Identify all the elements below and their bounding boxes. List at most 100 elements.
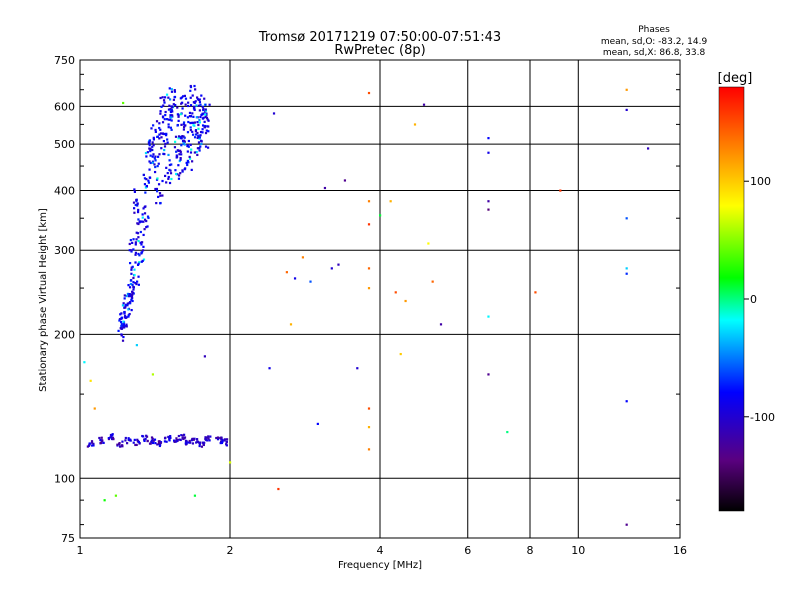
echo-point <box>487 200 490 203</box>
echo-point <box>198 137 201 140</box>
echo-point <box>413 123 417 126</box>
echo-point <box>198 444 201 448</box>
echo-point <box>169 126 172 129</box>
echo-point <box>187 139 190 143</box>
echo-point <box>164 113 167 117</box>
echo-point <box>164 110 167 114</box>
echo-point <box>160 136 163 139</box>
echo-point <box>195 150 198 154</box>
echo-point <box>404 299 407 303</box>
echo-point <box>131 241 134 244</box>
echo-point <box>172 439 176 442</box>
echo-point <box>146 225 149 228</box>
echo-point <box>153 438 157 441</box>
echo-point <box>143 439 146 443</box>
echo-point <box>123 297 126 300</box>
echo-point <box>158 126 161 130</box>
echo-point <box>93 407 96 410</box>
echo-point <box>121 339 125 342</box>
echo-point <box>166 138 169 141</box>
echo-point <box>174 103 177 107</box>
echo-point <box>161 116 165 119</box>
echo-point <box>223 439 226 442</box>
echo-point <box>205 129 208 132</box>
echo-point <box>138 254 141 257</box>
echo-point <box>193 136 197 139</box>
echo-point <box>98 436 101 440</box>
echo-point <box>124 439 127 442</box>
echo-point <box>161 96 164 99</box>
echo-point <box>151 155 154 158</box>
echo-point <box>176 113 179 116</box>
echo-point <box>379 214 382 217</box>
chart-subtitle: RwPretec (8p) <box>334 43 425 58</box>
echo-point <box>158 133 161 136</box>
x-tick-label: 6 <box>464 544 471 557</box>
echo-point <box>205 112 208 115</box>
echo-point <box>163 118 166 121</box>
echo-point <box>134 281 137 285</box>
echo-point <box>179 172 182 175</box>
echo-point <box>168 98 172 101</box>
echo-point <box>124 436 127 440</box>
echo-point <box>148 442 152 445</box>
echo-point <box>175 437 178 440</box>
y-tick-label: 200 <box>54 328 75 341</box>
echo-point <box>92 442 95 445</box>
echo-point <box>182 126 186 129</box>
colorbar-tick-label: 100 <box>750 175 771 188</box>
echo-point <box>195 104 198 107</box>
echo-point <box>215 436 218 440</box>
echo-point <box>145 434 148 437</box>
echo-point <box>193 151 196 154</box>
echo-point <box>114 494 118 497</box>
echo-point <box>154 128 157 132</box>
echo-point <box>196 121 199 124</box>
echo-point <box>137 262 140 265</box>
echo-point <box>151 373 155 376</box>
echo-point <box>151 145 154 148</box>
echo-point <box>144 437 147 440</box>
echo-point <box>188 439 191 443</box>
echo-point <box>118 318 122 321</box>
echo-point <box>225 444 228 447</box>
echo-point <box>225 440 228 443</box>
echo-point <box>175 150 178 153</box>
echo-point <box>182 135 185 138</box>
echo-point <box>128 312 131 316</box>
echo-point <box>197 134 200 137</box>
echo-point <box>127 437 130 440</box>
echo-point <box>185 161 188 164</box>
echo-point <box>399 352 402 356</box>
echo-point <box>164 174 167 178</box>
echo-point <box>165 132 168 135</box>
echo-point <box>138 261 141 264</box>
y-axis-label: Stationary phase Virtual Height [km] <box>38 208 49 392</box>
echo-point <box>147 181 151 184</box>
echo-point <box>119 313 122 316</box>
echo-point <box>559 189 562 192</box>
echo-point <box>167 96 170 99</box>
echo-point <box>183 143 186 146</box>
echo-point <box>177 149 180 153</box>
echo-point <box>149 154 152 157</box>
echo-point <box>157 162 160 165</box>
echo-point <box>124 303 128 306</box>
echo-point <box>165 166 168 169</box>
echo-point <box>159 110 162 113</box>
echo-point <box>139 241 142 244</box>
echo-point <box>167 126 170 129</box>
echo-point <box>268 367 271 370</box>
echo-point <box>178 153 181 156</box>
echo-point <box>133 190 136 193</box>
echo-point <box>142 207 145 210</box>
echo-point <box>186 163 189 167</box>
echo-point <box>150 439 154 442</box>
echo-point <box>186 159 189 163</box>
echo-point <box>185 442 188 445</box>
echo-point <box>136 202 139 205</box>
echo-point <box>194 130 198 133</box>
echo-point <box>193 84 196 88</box>
echo-point <box>487 208 490 211</box>
echo-point <box>132 285 135 289</box>
